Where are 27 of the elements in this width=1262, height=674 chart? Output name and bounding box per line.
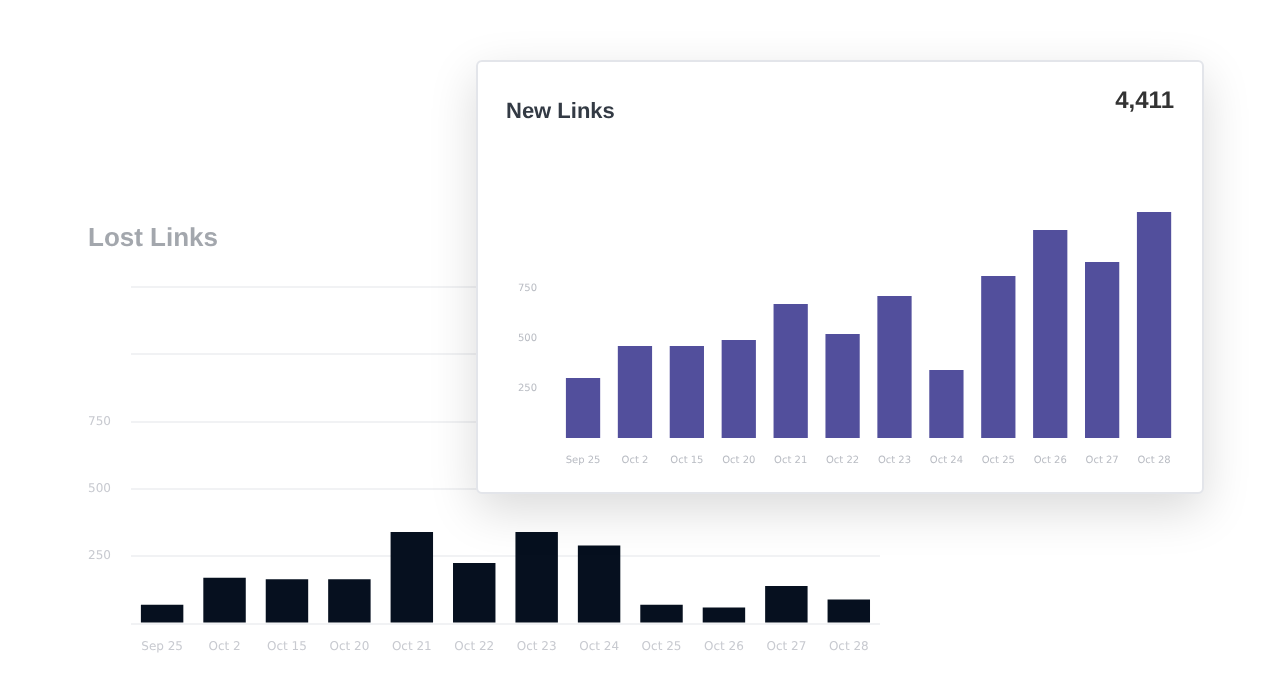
bar (1033, 230, 1068, 438)
bar (981, 276, 1016, 438)
bar (929, 370, 964, 438)
bar (702, 607, 746, 623)
bar (203, 577, 246, 623)
bar (765, 585, 808, 623)
bar (265, 579, 309, 623)
bar (140, 604, 184, 623)
bar (328, 579, 371, 623)
chart-title: New Links (506, 100, 615, 124)
bar (1136, 212, 1172, 438)
bar (721, 340, 756, 438)
bar (825, 334, 860, 438)
bar (565, 378, 601, 438)
bar (640, 604, 683, 623)
bar (577, 545, 621, 623)
text: 4,411 (1115, 86, 1174, 114)
bar (453, 563, 496, 623)
bar (1085, 262, 1120, 438)
bar (390, 532, 434, 623)
bar (877, 296, 912, 438)
bar (617, 346, 653, 438)
bar (669, 346, 704, 438)
bar (515, 532, 558, 623)
bar (827, 599, 871, 623)
chart-title: Lost Links (88, 222, 219, 252)
bar (773, 304, 808, 438)
